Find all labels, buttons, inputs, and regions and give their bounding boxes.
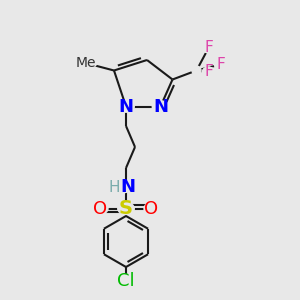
Text: F: F [204, 40, 213, 56]
Ellipse shape [202, 67, 214, 77]
Ellipse shape [202, 43, 214, 53]
Text: O: O [93, 200, 108, 217]
Ellipse shape [117, 275, 135, 286]
Ellipse shape [74, 57, 97, 69]
Text: Me: Me [75, 56, 96, 70]
Text: F: F [216, 57, 225, 72]
Ellipse shape [202, 43, 214, 53]
Text: S: S [119, 199, 133, 218]
Ellipse shape [104, 182, 133, 193]
Ellipse shape [118, 202, 134, 214]
Ellipse shape [93, 203, 108, 214]
Text: O: O [144, 200, 159, 217]
Text: Cl: Cl [117, 272, 135, 290]
Ellipse shape [214, 60, 226, 69]
Text: F: F [204, 64, 213, 80]
Text: N: N [118, 98, 134, 116]
Ellipse shape [192, 66, 201, 75]
Text: N: N [153, 98, 168, 116]
Ellipse shape [214, 60, 226, 69]
Text: N: N [120, 178, 135, 196]
Ellipse shape [202, 67, 214, 77]
Ellipse shape [118, 101, 134, 112]
Ellipse shape [152, 101, 169, 112]
Text: H: H [109, 180, 120, 195]
Ellipse shape [144, 203, 159, 214]
